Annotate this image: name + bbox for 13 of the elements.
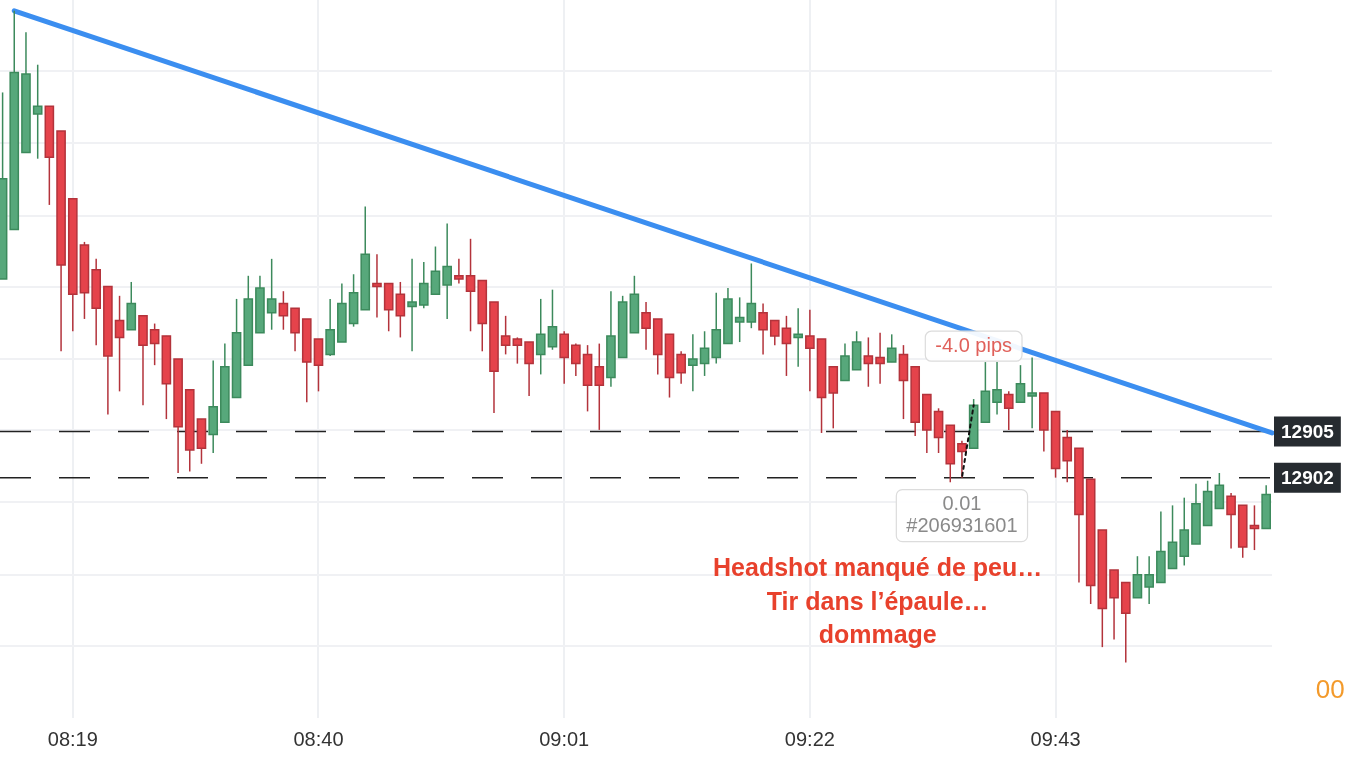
text: 00 [1315, 673, 1345, 704]
annotation: -4.0 pips [935, 333, 1013, 356]
candlestick [641, 301, 651, 351]
ref-line-label: 12902 [1281, 466, 1334, 488]
x-tick-label: 09:43 [1030, 727, 1081, 750]
annotation: 0.01 #206931601 [906, 492, 1018, 537]
annotation: Headshot manqué de peu… Tir dans l’épaule… dommage [713, 553, 1043, 649]
x-tick-label: 08:40 [293, 727, 344, 750]
x-tick-label: 09:22 [784, 727, 835, 750]
x-tick-label: 09:01 [539, 727, 590, 750]
candlestick [992, 361, 1002, 416]
x-tick-label: 08:19 [47, 727, 98, 750]
ref-line-label: 12905 [1281, 420, 1335, 442]
